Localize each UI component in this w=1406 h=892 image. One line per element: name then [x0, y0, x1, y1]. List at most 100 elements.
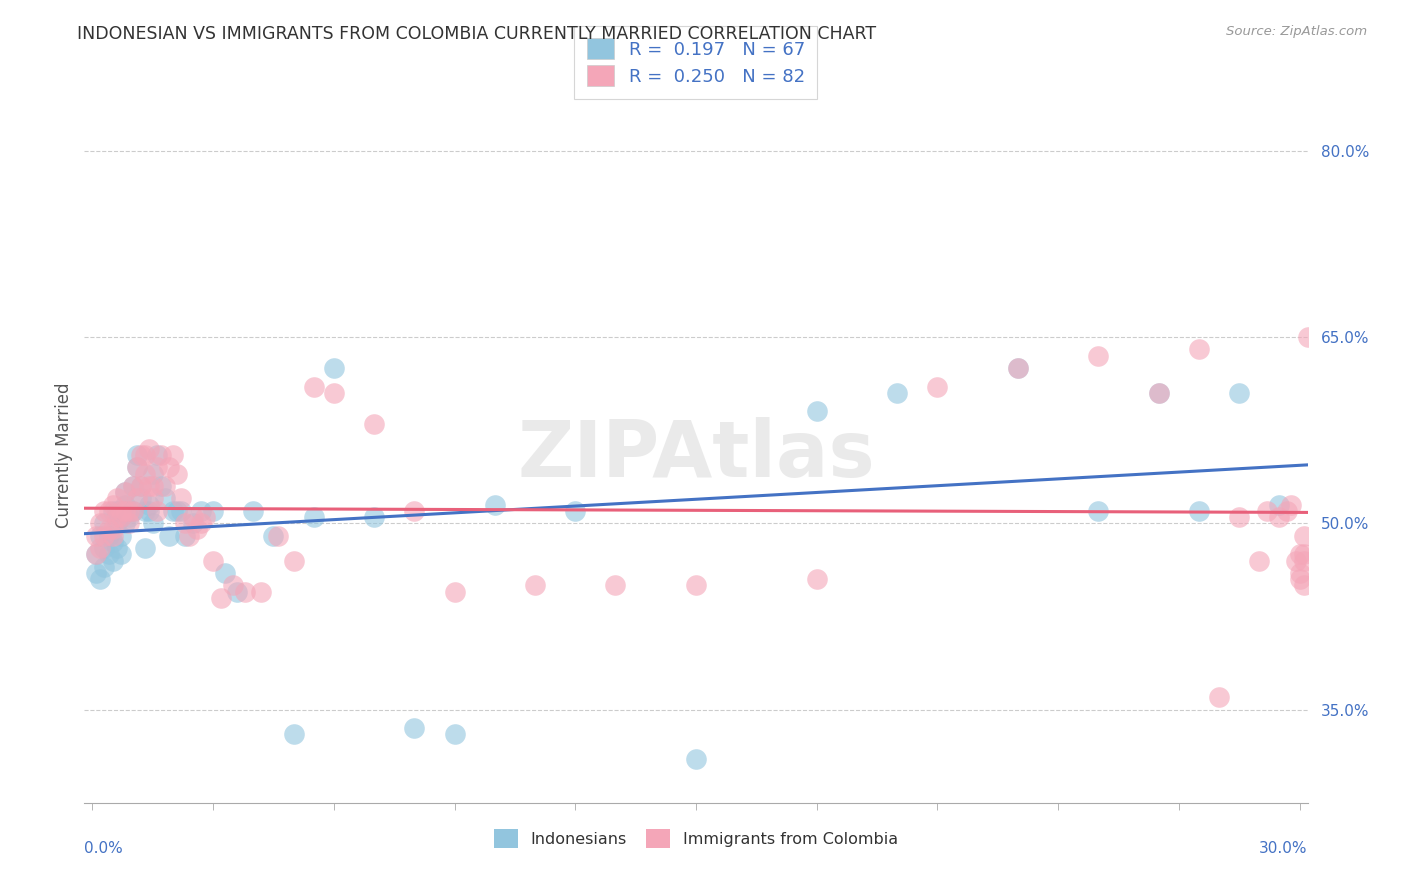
Point	[149, 448, 172, 462]
Point	[89, 541, 111, 555]
Point	[685, 752, 707, 766]
Point	[97, 529, 120, 543]
Point	[142, 491, 165, 506]
Point	[226, 584, 249, 599]
Point	[101, 553, 124, 567]
Point	[1292, 529, 1315, 543]
Point	[685, 578, 707, 592]
Point	[1288, 572, 1310, 586]
Point	[484, 498, 506, 512]
Point	[222, 578, 245, 592]
Point	[1227, 510, 1250, 524]
Point	[1147, 385, 1170, 400]
Point	[110, 504, 132, 518]
Point	[181, 510, 204, 524]
Point	[322, 385, 344, 400]
Point	[242, 504, 264, 518]
Point	[110, 510, 132, 524]
Point	[605, 578, 627, 592]
Point	[1087, 349, 1109, 363]
Point	[125, 448, 148, 462]
Point	[170, 504, 193, 518]
Point	[125, 460, 148, 475]
Point	[97, 547, 120, 561]
Point	[89, 516, 111, 531]
Point	[93, 529, 115, 543]
Point	[302, 510, 325, 524]
Legend: Indonesians, Immigrants from Colombia: Indonesians, Immigrants from Colombia	[488, 822, 904, 854]
Point	[1277, 504, 1299, 518]
Point	[1007, 360, 1029, 375]
Text: Source: ZipAtlas.com: Source: ZipAtlas.com	[1226, 25, 1367, 38]
Point	[1292, 547, 1315, 561]
Point	[564, 504, 586, 518]
Point	[170, 491, 193, 506]
Point	[134, 504, 156, 518]
Point	[114, 498, 136, 512]
Point	[202, 553, 225, 567]
Point	[404, 721, 426, 735]
Point	[110, 510, 132, 524]
Text: INDONESIAN VS IMMIGRANTS FROM COLOMBIA CURRENTLY MARRIED CORRELATION CHART: INDONESIAN VS IMMIGRANTS FROM COLOMBIA C…	[77, 25, 876, 43]
Point	[186, 523, 208, 537]
Point	[1188, 504, 1211, 518]
Point	[190, 504, 212, 518]
Point	[121, 479, 143, 493]
Point	[138, 442, 160, 456]
Point	[129, 479, 152, 493]
Text: 0.0%: 0.0%	[84, 841, 124, 856]
Point	[214, 566, 236, 580]
Point	[1288, 547, 1310, 561]
Point	[101, 498, 124, 512]
Point	[146, 460, 169, 475]
Point	[110, 529, 132, 543]
Point	[117, 504, 139, 518]
Point	[97, 504, 120, 518]
Point	[166, 467, 188, 481]
Point	[524, 578, 547, 592]
Text: ZIPAtlas: ZIPAtlas	[517, 417, 875, 493]
Point	[283, 727, 305, 741]
Point	[117, 504, 139, 518]
Point	[134, 448, 156, 462]
Point	[806, 404, 828, 418]
Point	[194, 510, 217, 524]
Point	[105, 504, 128, 518]
Text: 30.0%: 30.0%	[1260, 841, 1308, 856]
Point	[101, 504, 124, 518]
Point	[146, 448, 169, 462]
Point	[443, 584, 465, 599]
Point	[1292, 553, 1315, 567]
Point	[97, 523, 120, 537]
Point	[1288, 566, 1310, 580]
Point	[142, 479, 165, 493]
Point	[138, 504, 160, 518]
Point	[162, 448, 184, 462]
Point	[181, 516, 204, 531]
Point	[1227, 385, 1250, 400]
Point	[129, 479, 152, 493]
Point	[93, 559, 115, 574]
Point	[202, 504, 225, 518]
Point	[166, 504, 188, 518]
Point	[190, 516, 212, 531]
Point	[105, 510, 128, 524]
Point	[105, 516, 128, 531]
Point	[129, 448, 152, 462]
Point	[138, 498, 160, 512]
Point	[1268, 498, 1291, 512]
Point	[101, 529, 124, 543]
Point	[174, 529, 197, 543]
Point	[149, 479, 172, 493]
Point	[125, 491, 148, 506]
Point	[886, 385, 908, 400]
Point	[142, 516, 165, 531]
Point	[233, 584, 256, 599]
Point	[1268, 510, 1291, 524]
Point	[86, 566, 108, 580]
Point	[86, 547, 108, 561]
Point	[1208, 690, 1230, 705]
Point	[174, 516, 197, 531]
Y-axis label: Currently Married: Currently Married	[55, 382, 73, 528]
Point	[89, 529, 111, 543]
